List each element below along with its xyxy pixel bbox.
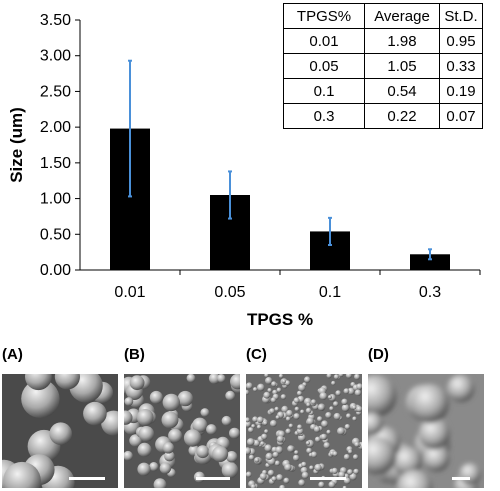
table-row: 0.1 0.54 0.19 [283, 78, 483, 104]
y-tick-label: 1.00 [40, 191, 71, 208]
micrograph-texture [368, 374, 484, 488]
table-row: 0.01 1.98 0.95 [283, 28, 483, 54]
scale-bar [69, 477, 105, 480]
y-tick-label: 1.50 [40, 155, 71, 172]
micrograph-texture [124, 374, 240, 488]
y-tick-label: 3.00 [40, 48, 71, 65]
table-cell: 0.33 [439, 53, 483, 79]
bar [410, 254, 450, 270]
table-cell: 1.98 [364, 28, 440, 54]
y-tick-label: 2.50 [40, 83, 71, 100]
y-tick-label: 3.50 [40, 12, 71, 29]
table-cell: 0.07 [439, 103, 483, 129]
table-cell: 1.05 [364, 53, 440, 79]
panel-label: (D) [368, 346, 389, 363]
x-tick-label: 0.05 [214, 284, 245, 301]
y-tick-label: 0.50 [40, 226, 71, 243]
panel-label: (C) [246, 346, 267, 363]
x-tick-label: 0.3 [419, 284, 441, 301]
table-cell: 0.19 [439, 78, 483, 104]
table-cell: 0.95 [439, 28, 483, 54]
table-row: 0.05 1.05 0.33 [283, 53, 483, 79]
table-row: 0.3 0.22 0.07 [283, 103, 483, 129]
sem-image-a [2, 374, 118, 488]
table-header-cell: Average [364, 3, 440, 29]
y-tick-label: 2.00 [40, 119, 71, 136]
table-cell: 0.1 [283, 78, 365, 104]
table-cell: 0.3 [283, 103, 365, 129]
table-cell: 0.22 [364, 103, 440, 129]
table-header-cell: TPGS% [283, 3, 365, 29]
table-cell: 0.01 [283, 28, 365, 54]
table-header-cell: St.D. [439, 3, 483, 29]
sem-image-d [368, 374, 484, 488]
table-cell: 0.54 [364, 78, 440, 104]
x-axis-title: TPGS % [247, 310, 313, 329]
scale-bar [310, 477, 346, 480]
scale-bar [452, 477, 470, 480]
panel-label: (B) [124, 346, 145, 363]
y-axis-title: Size (um) [7, 107, 26, 183]
panel-label: (A) [2, 346, 23, 363]
bar-chart: 0.000.501.001.502.002.503.003.500.01 0.05… [7, 12, 481, 329]
micrograph-texture [246, 374, 362, 488]
scale-bar [196, 477, 230, 480]
sem-image-c [246, 374, 362, 488]
micrograph-texture [2, 374, 118, 488]
x-tick-label: 0.01 [114, 284, 145, 301]
y-tick-label: 0.00 [40, 262, 71, 279]
sem-image-b [124, 374, 240, 488]
stats-table: TPGS% Average St.D. 0.01 1.98 0.95 0.05 … [283, 3, 483, 129]
table-cell: 0.05 [283, 53, 365, 79]
x-tick-label: 0.1 [319, 284, 341, 301]
table-header-row: TPGS% Average St.D. [283, 3, 483, 29]
